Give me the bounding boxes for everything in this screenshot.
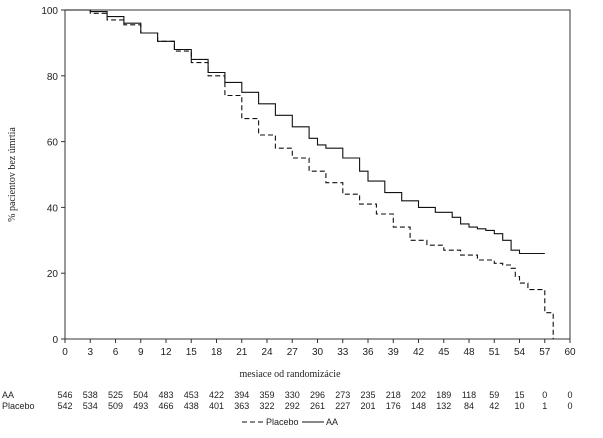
series-line-placebo <box>65 9 554 339</box>
risk-cell: 525 <box>108 390 123 400</box>
risk-cell: 15 <box>514 390 524 400</box>
risk-cell: 534 <box>83 401 98 411</box>
risk-cell: 132 <box>436 401 451 411</box>
x-tick-label: 0 <box>62 347 68 358</box>
axes-layer <box>61 9 571 343</box>
risk-cell: 394 <box>234 390 249 400</box>
risk-cell: 542 <box>57 401 72 411</box>
risk-cell: 363 <box>234 401 249 411</box>
risk-cell: 235 <box>360 390 375 400</box>
risk-cell: 59 <box>489 390 499 400</box>
risk-cell: 176 <box>386 401 401 411</box>
plot-frame <box>64 9 571 340</box>
risk-cell: 483 <box>158 390 173 400</box>
risk-cell: 504 <box>133 390 148 400</box>
legend-label: AA <box>326 417 338 427</box>
risk-cell: 292 <box>285 401 300 411</box>
risk-cell: 261 <box>310 401 325 411</box>
risk-cell: 359 <box>259 390 274 400</box>
y-tick-label: 100 <box>41 6 58 17</box>
risk-cell: 84 <box>464 401 474 411</box>
x-tick-label: 51 <box>489 347 501 358</box>
risk-cell: 218 <box>386 390 401 400</box>
x-tick-label: 57 <box>539 347 551 358</box>
risk-cell: 202 <box>411 390 426 400</box>
x-tick-label: 54 <box>514 347 526 358</box>
x-axis-title: mesiace od randomizácie <box>239 369 341 380</box>
x-tick-label: 33 <box>337 347 349 358</box>
x-tick-label: 15 <box>186 347 198 358</box>
x-tick-label: 39 <box>388 347 400 358</box>
y-axis-title: % pacientov bez úmrtia <box>7 127 18 222</box>
risk-cell: 273 <box>335 390 350 400</box>
risk-cell: 148 <box>411 401 426 411</box>
x-tick-label: 18 <box>211 347 223 358</box>
risk-cell: 189 <box>436 390 451 400</box>
text-layer: 0 3 6 9 12 15 18 21 24 27 30 33 36 39 42 45 48 51 54 57 6002… <box>2 6 576 427</box>
y-tick-label: 0 <box>52 335 58 346</box>
y-tick-label: 80 <box>47 72 59 83</box>
risk-cell: 538 <box>83 390 98 400</box>
risk-cell: 330 <box>285 390 300 400</box>
x-tick-label: 48 <box>463 347 475 358</box>
risk-row-label: AA <box>2 390 14 400</box>
x-tick-label: 12 <box>160 347 172 358</box>
risk-cell: 509 <box>108 401 123 411</box>
risk-cell: 118 <box>462 390 476 400</box>
y-tick-label: 60 <box>47 138 59 149</box>
x-tick-label: 45 <box>438 347 450 358</box>
series-layer <box>65 9 554 339</box>
series-line-aa <box>65 9 545 255</box>
x-tick-label: 30 <box>312 347 324 358</box>
risk-cell: 438 <box>184 401 199 411</box>
risk-cell: 201 <box>360 401 375 411</box>
risk-cell: 0 <box>542 390 547 400</box>
x-tick-label: 36 <box>362 347 374 358</box>
y-tick-label: 20 <box>47 269 59 280</box>
risk-cell: 322 <box>259 401 274 411</box>
legend-label: Placebo <box>266 417 299 427</box>
x-tick-label: 60 <box>564 347 576 358</box>
risk-cell: 0 <box>567 390 572 400</box>
risk-cell: 546 <box>57 390 72 400</box>
risk-cell: 10 <box>514 401 524 411</box>
risk-cell: 296 <box>310 390 325 400</box>
risk-cell: 401 <box>209 401 224 411</box>
x-tick-label: 3 <box>87 347 93 358</box>
risk-cell: 1 <box>542 401 547 411</box>
risk-cell: 42 <box>489 401 499 411</box>
risk-row-label: Placebo <box>2 401 35 411</box>
y-tick-label: 40 <box>47 203 59 214</box>
risk-cell: 422 <box>209 390 224 400</box>
risk-cell: 453 <box>184 390 199 400</box>
x-tick-label: 9 <box>138 347 144 358</box>
x-tick-label: 27 <box>287 347 299 358</box>
risk-cell: 493 <box>133 401 148 411</box>
risk-cell: 227 <box>335 401 350 411</box>
x-tick-label: 42 <box>413 347 425 358</box>
x-tick-label: 21 <box>236 347 248 358</box>
risk-cell: 466 <box>158 401 173 411</box>
x-tick-label: 6 <box>113 347 119 358</box>
x-tick-label: 24 <box>261 347 273 358</box>
risk-cell: 0 <box>567 401 572 411</box>
